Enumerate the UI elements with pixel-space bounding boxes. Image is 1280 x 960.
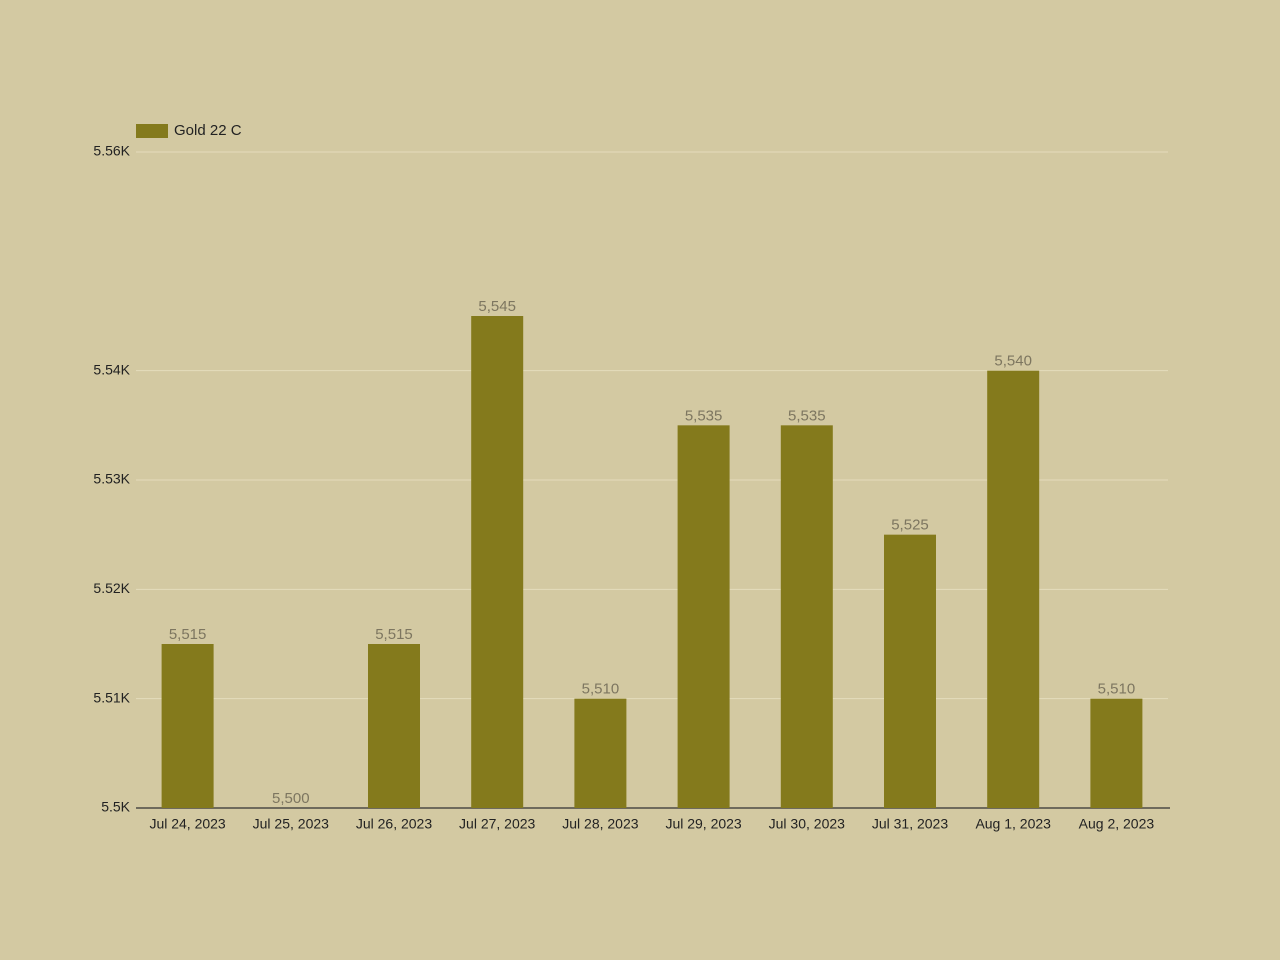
bar: [471, 316, 524, 808]
bar: [884, 534, 936, 808]
value-label: 5,510: [1098, 681, 1136, 698]
x-tick-label: Jul 28, 2023: [562, 816, 638, 832]
x-tick-label: Jul 29, 2023: [665, 816, 741, 832]
x-tick-label: Jul 25, 2023: [253, 816, 329, 832]
value-label: 5,525: [891, 517, 929, 534]
x-tick-label: Aug 2, 2023: [1079, 816, 1155, 832]
y-tick-label: 5.52K: [93, 580, 130, 596]
bar: [161, 644, 214, 808]
value-label: 5,545: [478, 298, 516, 315]
value-label: 5,515: [169, 626, 207, 643]
x-tick-label: Jul 24, 2023: [149, 816, 225, 832]
y-tick-label: 5.5K: [101, 799, 130, 815]
x-tick-label: Jul 26, 2023: [356, 816, 432, 832]
legend-label: Gold 22 C: [174, 122, 242, 139]
y-tick-label: 5.54K: [93, 361, 130, 377]
bar: [368, 644, 420, 808]
x-tick-label: Jul 31, 2023: [872, 816, 948, 832]
x-tick-label: Aug 1, 2023: [975, 816, 1051, 832]
value-label: 5,515: [375, 626, 413, 643]
y-tick-label: 5.56K: [93, 143, 130, 159]
y-tick-label: 5.53K: [93, 471, 130, 487]
x-tick-label: Jul 30, 2023: [769, 816, 845, 832]
legend-swatch: [136, 124, 168, 138]
bar: [987, 370, 1040, 808]
value-label: 5,535: [685, 407, 723, 424]
bar: [677, 425, 730, 808]
bar: [1090, 698, 1143, 808]
y-tick-label: 5.51K: [93, 689, 130, 705]
value-label: 5,535: [788, 407, 826, 424]
x-tick-label: Jul 27, 2023: [459, 816, 535, 832]
value-label: 5,540: [994, 353, 1032, 370]
bar: [780, 425, 833, 808]
bar: [574, 698, 627, 808]
value-label: 5,500: [272, 790, 310, 807]
value-label: 5,510: [582, 681, 620, 698]
